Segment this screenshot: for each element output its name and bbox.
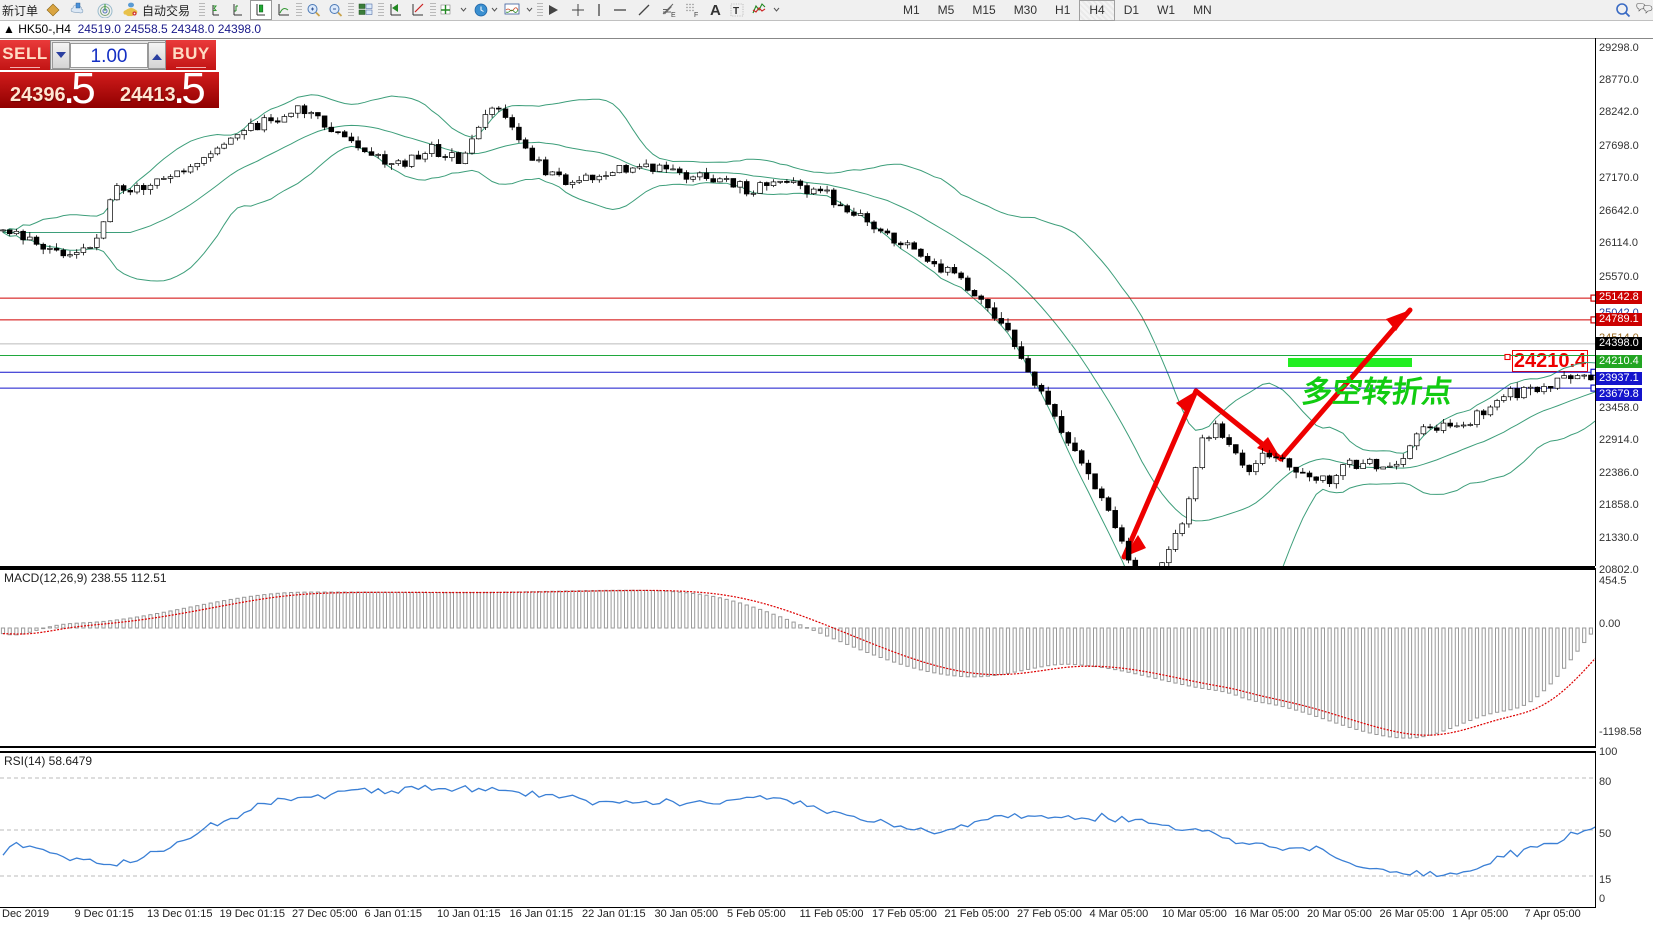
svg-text:T: T — [733, 6, 739, 17]
svg-text:多空转折点: 多空转折点 — [1300, 375, 1455, 409]
svg-text:F: F — [694, 12, 698, 18]
svg-text:E: E — [671, 12, 676, 18]
